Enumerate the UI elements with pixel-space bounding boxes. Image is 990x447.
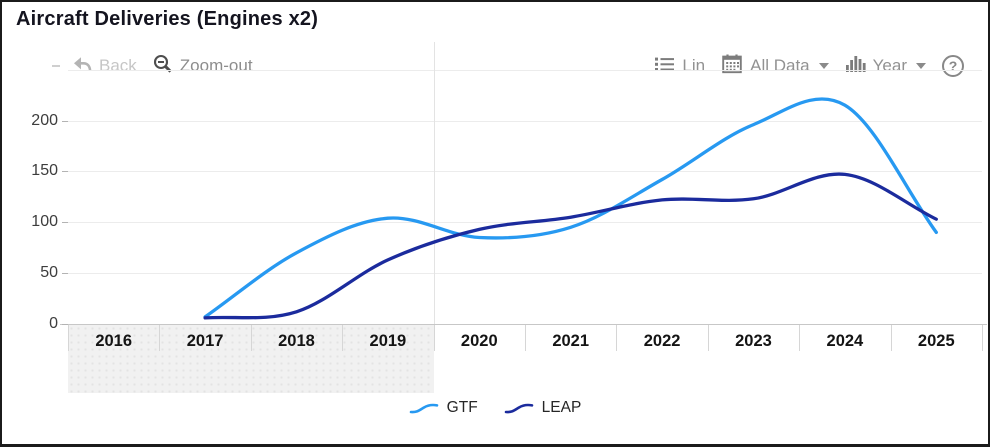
bar-chart-icon bbox=[845, 54, 866, 79]
x-axis-tick bbox=[159, 325, 161, 351]
x-axis-label-2018: 2018 bbox=[278, 332, 315, 350]
y-axis-tick bbox=[62, 120, 68, 122]
selected-range-edge-line bbox=[433, 42, 435, 324]
x-axis-tick bbox=[799, 325, 801, 351]
x-axis-label-2024: 2024 bbox=[826, 332, 864, 350]
x-axis-tick bbox=[890, 325, 892, 351]
x-axis-label-2019: 2019 bbox=[369, 332, 407, 350]
y-axis-tick bbox=[62, 171, 68, 173]
legend-item-gtf[interactable]: GTF bbox=[409, 399, 478, 417]
toolbar-dash bbox=[52, 65, 60, 67]
undo-arrow-icon bbox=[70, 54, 92, 79]
x-axis-tick bbox=[68, 325, 69, 351]
gridline-250 bbox=[68, 69, 982, 71]
y-axis-tick bbox=[62, 324, 68, 325]
question-icon: ? bbox=[948, 58, 958, 74]
chevron-down-icon bbox=[916, 63, 926, 69]
x-axis-tick bbox=[616, 325, 618, 351]
x-axis-label-2017: 2017 bbox=[186, 332, 224, 350]
x-axis-tick bbox=[250, 325, 252, 351]
x-axis-tick bbox=[433, 325, 435, 351]
gridline-200 bbox=[68, 120, 982, 122]
legend-line-swatch bbox=[409, 403, 438, 413]
legend-item-leap[interactable]: LEAP bbox=[504, 399, 582, 417]
list-icon bbox=[654, 54, 675, 79]
x-axis-tick bbox=[982, 325, 983, 351]
series-line-gtf[interactable] bbox=[203, 97, 938, 319]
x-axis-tick bbox=[707, 325, 709, 351]
chevron-down-icon bbox=[818, 63, 829, 69]
gridline-50 bbox=[68, 273, 982, 275]
x-axis-label-2016: 2016 bbox=[95, 332, 133, 350]
x-axis-label-2025: 2025 bbox=[917, 332, 955, 350]
x-axis-tick bbox=[342, 325, 344, 351]
legend-line-swatch bbox=[504, 403, 533, 413]
legend-label: LEAP bbox=[541, 399, 582, 416]
y-axis-label-100: 100 bbox=[31, 213, 58, 231]
series-line-leap[interactable] bbox=[203, 172, 938, 320]
legend-label: GTF bbox=[446, 399, 478, 416]
help-button[interactable]: ? bbox=[942, 55, 964, 77]
x-axis-label-2022: 2022 bbox=[643, 332, 681, 350]
x-axis-label-2021: 2021 bbox=[552, 332, 590, 350]
y-axis-label-200: 200 bbox=[31, 111, 58, 129]
y-axis-label-0: 0 bbox=[49, 315, 58, 332]
y-axis-tick bbox=[62, 222, 68, 224]
page-title: Aircraft Deliveries (Engines x2) bbox=[16, 8, 319, 30]
y-axis-tick bbox=[62, 273, 68, 275]
x-axis-line bbox=[60, 324, 987, 325]
x-axis-tick bbox=[525, 325, 526, 351]
x-axis-label-2020: 2020 bbox=[460, 332, 498, 350]
y-axis-label-50: 50 bbox=[40, 264, 58, 282]
gridline-150 bbox=[68, 171, 982, 173]
y-axis-label-150: 150 bbox=[31, 162, 58, 180]
legend: GTF LEAP bbox=[2, 399, 988, 417]
x-axis-label-2023: 2023 bbox=[735, 332, 772, 350]
